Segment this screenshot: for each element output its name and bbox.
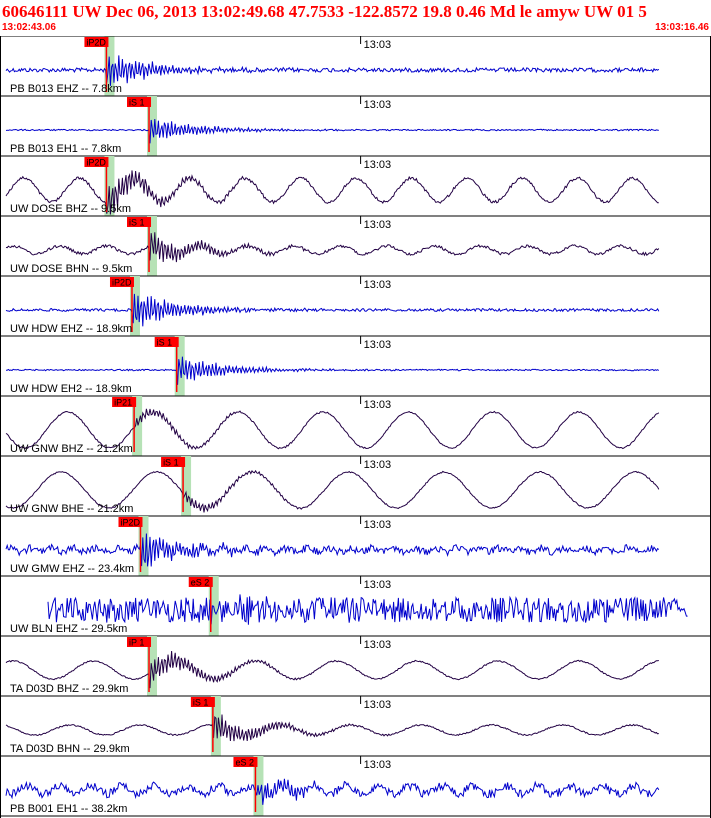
waveform-8 <box>5 533 660 567</box>
station-label-11: TA D03D BHN -- 29.9km <box>10 743 130 755</box>
tick-label-7: 13:03 <box>364 459 392 471</box>
pick-flag-8 <box>118 517 143 527</box>
pick-label-4: iP2D <box>112 278 132 288</box>
station-label-9: UW BLN EHZ -- 29.5km <box>10 623 127 635</box>
pick-flag-3 <box>127 217 152 227</box>
waveform-12 <box>5 778 660 805</box>
tick-label-10: 13:03 <box>364 639 392 651</box>
pick-flag-4 <box>109 277 134 287</box>
pick-label-3: iS 1 <box>129 218 145 228</box>
pick-label-7: iS 1 <box>163 458 179 468</box>
tick-label-6: 13:03 <box>364 399 392 411</box>
tick-label-1: 13:03 <box>364 99 392 111</box>
pick-flag-0 <box>84 37 109 47</box>
pick-label-0: iP2D <box>86 38 106 48</box>
pick-window-7 <box>181 456 192 516</box>
pick-label-12: eS 2 <box>235 758 254 768</box>
end-time: 13:03:16.46 <box>655 22 709 33</box>
pick-label-8: iP2D <box>120 518 140 528</box>
pick-flag-9 <box>188 577 213 587</box>
start-time: 13:02:43.06 <box>2 22 56 33</box>
station-label-3: UW DOSE BHN -- 9.5km <box>10 263 132 275</box>
station-label-1: PB B013 EH1 -- 7.8km <box>10 143 121 155</box>
station-label-5: UW HDW EH2 -- 18.9km <box>10 383 132 395</box>
seismogram-plot: iP2D 13:03 PB B013 EHZ -- 7.8km iS 1 13:03 PB… <box>0 36 711 818</box>
pick-flag-11 <box>190 697 215 707</box>
waveform-0 <box>5 55 660 86</box>
pick-flag-2 <box>84 157 109 167</box>
waveform-9 <box>47 594 688 625</box>
pick-window-3 <box>147 216 158 276</box>
waveform-2 <box>5 170 659 215</box>
waveform-3 <box>5 232 660 263</box>
waveform-11 <box>5 714 659 742</box>
tick-label-4: 13:03 <box>364 279 392 291</box>
tick-label-0: 13:03 <box>364 39 392 51</box>
pick-label-9: eS 2 <box>191 578 210 588</box>
pick-window-2 <box>104 156 115 216</box>
tick-label-11: 13:03 <box>364 699 392 711</box>
tick-label-8: 13:03 <box>364 519 392 531</box>
pick-flag-1 <box>127 97 152 107</box>
pick-label-6: iP21 <box>114 398 132 408</box>
pick-label-10: iP 1 <box>129 638 144 648</box>
station-label-6: UW GNW BHZ -- 21.2km <box>10 443 133 455</box>
tick-label-9: 13:03 <box>364 579 392 591</box>
station-label-7: UW GNW BHE -- 21.2km <box>10 503 133 515</box>
station-label-10: TA D03D BHZ -- 29.9km <box>10 683 128 695</box>
tick-label-3: 13:03 <box>364 219 392 231</box>
event-title: 60646111 UW Dec 06, 2013 13:02:49.68 47.… <box>2 2 647 21</box>
pick-label-5: iS 1 <box>157 338 173 348</box>
waveform-4 <box>5 293 660 327</box>
station-label-8: UW GMW EHZ -- 23.4km <box>10 563 134 575</box>
station-label-2: UW DOSE BHZ -- 9.5km <box>10 203 131 215</box>
pick-flag-5 <box>154 337 179 347</box>
station-label-0: PB B013 EHZ -- 7.8km <box>10 83 122 95</box>
pick-label-2: iP2D <box>86 158 106 168</box>
pick-flag-12 <box>233 757 258 767</box>
waveform-1 <box>5 118 659 144</box>
tick-label-2: 13:03 <box>364 159 392 171</box>
header: 60646111 UW Dec 06, 2013 13:02:49.68 47.… <box>0 0 711 36</box>
waveform-10 <box>5 650 659 689</box>
station-label-4: UW HDW EHZ -- 18.9km <box>10 323 132 335</box>
waveform-5 <box>5 356 660 385</box>
waveform-7 <box>5 469 660 513</box>
pick-flag-6 <box>112 397 137 407</box>
pick-label-11: iS 1 <box>193 698 209 708</box>
tick-label-5: 13:03 <box>364 339 392 351</box>
pick-window-6 <box>132 396 143 456</box>
pick-flag-10 <box>127 637 152 647</box>
waveform-6 <box>5 408 660 450</box>
tick-label-12: 13:03 <box>364 759 392 771</box>
pick-label-1: iS 1 <box>129 98 145 108</box>
pick-window-11 <box>210 696 221 756</box>
station-label-12: PB B001 EH1 -- 38.2km <box>10 803 127 815</box>
pick-flag-7 <box>161 457 186 467</box>
